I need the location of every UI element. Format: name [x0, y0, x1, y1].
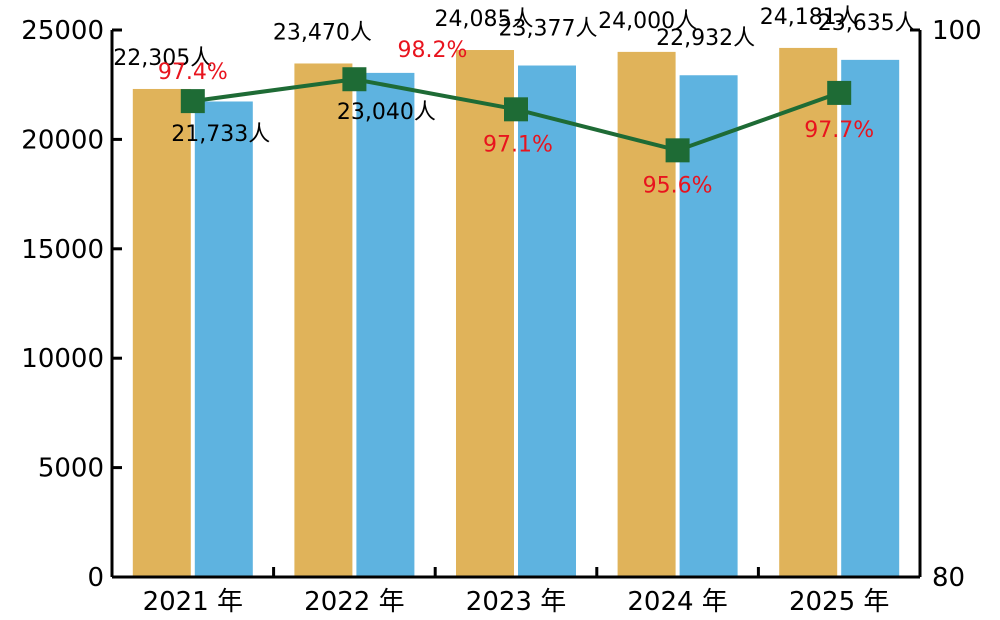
rate-label-3: 97.1% [483, 132, 553, 157]
rate-marker-1 [180, 89, 205, 114]
y-tick-label-25000: 25000 [21, 16, 104, 46]
bar-label-s2-4: 22,932人 [656, 26, 755, 51]
rate-label-2: 98.2% [397, 38, 467, 63]
rate-label-4: 95.6% [643, 173, 713, 198]
x-tick-label-5: 2025 年 [789, 587, 889, 617]
rate-marker-3 [504, 97, 528, 122]
bar-label-s1-5: 24,181人 [760, 5, 859, 30]
rate-line-layer [180, 67, 852, 163]
bar-s2-2 [356, 72, 415, 578]
bar-s1-5 [779, 47, 838, 577]
x-tick-label-4: 2024 年 [627, 587, 727, 617]
bar-s1-3 [456, 50, 514, 577]
bar-label-s1-1: 22,305人 [113, 46, 212, 71]
bar-s2-3 [518, 65, 576, 578]
y-tick-label-10000: 10000 [21, 344, 104, 374]
y2-tick-label-100: 100 [932, 16, 982, 46]
bar-s1-4 [617, 51, 676, 577]
bars-layer [132, 47, 900, 578]
bar-s2-1 [194, 101, 253, 577]
x-tick-label-1: 2021 年 [143, 587, 243, 617]
bar-label-s1-3: 24,085人 [435, 7, 534, 32]
rate-marker-2 [342, 67, 367, 92]
bar-label-s1-2: 23,470人 [273, 20, 372, 45]
bar-s2-5 [841, 59, 900, 577]
bar-label-s2-5: 23,635人 [818, 11, 917, 36]
rate-label-1: 97.4% [158, 60, 228, 85]
y-tick-label-15000: 15000 [21, 235, 104, 265]
rate-marker-5 [827, 80, 852, 105]
y2-tick-label-80: 80 [932, 563, 965, 593]
x-tick-label-3: 2023 年 [466, 587, 566, 617]
bar-label-s2-3: 23,377人 [499, 17, 598, 42]
bar-label-s2-2: 23,040人 [337, 100, 436, 125]
y-tick-label-5000: 5000 [38, 454, 104, 484]
x-tick-label-2: 2022 年 [304, 587, 404, 617]
bar-s1-2 [294, 63, 353, 578]
bar-label-s1-4: 24,000人 [598, 9, 697, 34]
rate-marker-4 [665, 138, 690, 163]
y-tick-label-20000: 20000 [21, 125, 104, 155]
rate-label-5: 97.7% [804, 118, 874, 143]
y-tick-label-0: 0 [87, 563, 104, 593]
bar-label-s2-1: 21,733人 [171, 122, 270, 147]
axes-layer: 0 5000 10000 15000 20000 25000 80 100 2021 年 2022… [21, 16, 981, 617]
labels-layer: 22,305人 21,733人 23,470人 23,040人 24,085人23,37… [113, 5, 916, 198]
bar-s1-1 [132, 88, 191, 577]
